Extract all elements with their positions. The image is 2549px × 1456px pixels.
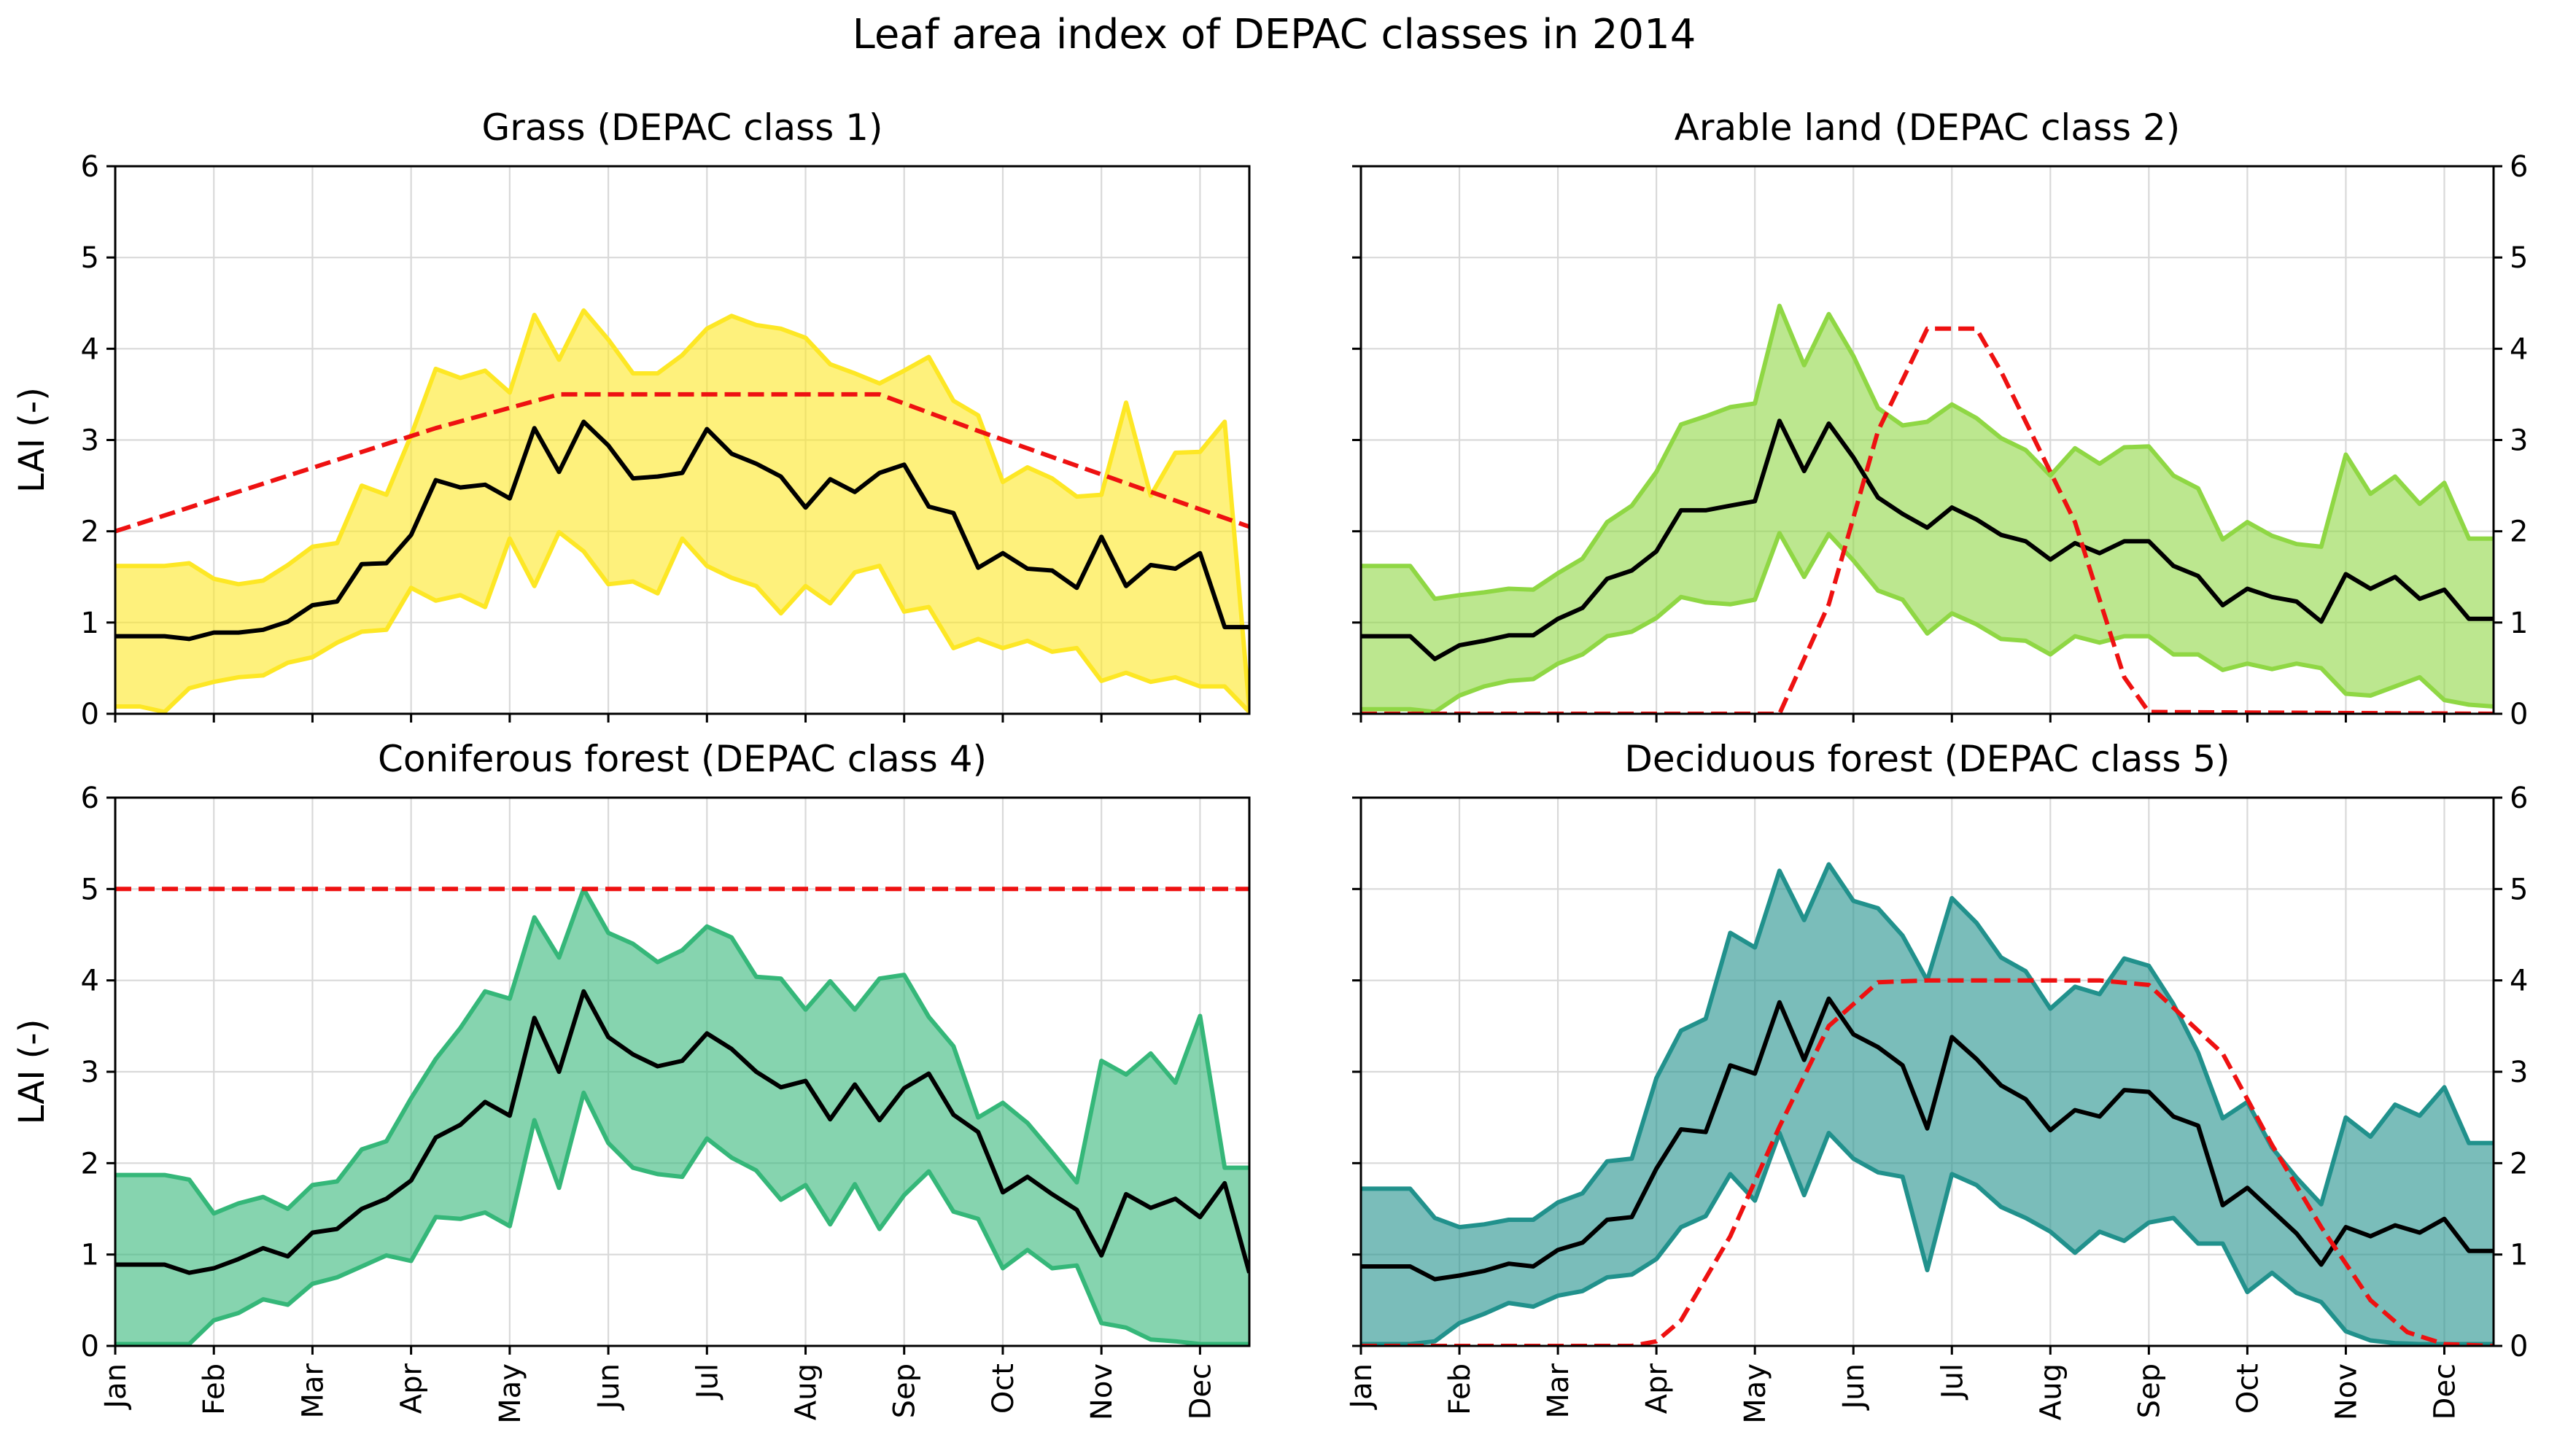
x-tick-label: Aug [2034,1363,2068,1420]
chart-panel-4: Deciduous forest (DEPAC class 5) 0 1 2 3 4 5 6 J… [1345,738,2528,1424]
panels: Grass (DEPAC class 1) 0 1 2 3 4 5 6 LAI (-) Arabl… [12,106,2528,1424]
x-tick-label: May [494,1363,527,1424]
x-tick-label: Mar [296,1363,330,1418]
x-tick-label: May [1739,1363,1772,1424]
y-tick-label: 2 [2510,1147,2528,1180]
x-tick-label: Sep [2133,1363,2166,1418]
series-mean-line [115,989,1249,1275]
y-tick-label: 2 [81,515,99,549]
x-tick-label: Aug [790,1363,823,1420]
y-tick-label: 0 [81,698,99,731]
series-lower-line [1361,531,2494,714]
y-tick-label: 3 [2510,1056,2528,1089]
x-tick-label: Jun [1837,1363,1871,1412]
x-tick-label: Nov [1085,1363,1119,1420]
x-tick-label: Jul [1936,1363,1969,1401]
series-model-line [115,392,1249,534]
x-tick-label: Feb [198,1363,231,1415]
plot-area [115,308,1249,714]
x-tick-label: Dec [2428,1363,2461,1420]
x-axis: Jan Feb Mar Apr May Jun Jul Aug Sep Oct Nov Dec [99,1346,1217,1424]
y-tick-label: 6 [81,782,99,815]
y-tick-label: 5 [81,873,99,906]
figure-title: Leaf area index of DEPAC classes in 2014 [853,11,1696,58]
y-tick-label: 0 [2510,698,2528,731]
plot-area [1361,303,2494,714]
series-lower-line [115,1090,1249,1346]
series-mean-line [1361,418,2494,661]
x-tick-label: Apr [1640,1363,1674,1414]
series-upper-line [115,308,1249,709]
y-tick-label: 1 [2510,1239,2528,1272]
y-tick-label: 2 [2510,515,2528,549]
x-tick-label: Oct [987,1363,1020,1414]
panel-title: Arable land (DEPAC class 2) [1675,106,2181,149]
panel-title: Deciduous forest (DEPAC class 5) [1624,738,2230,780]
range-band [115,310,1249,712]
series-lower-line [115,529,1249,714]
x-tick-label: Jun [592,1363,626,1412]
x-tick-label: Jan [99,1363,133,1411]
x-tick-label: Jul [691,1363,724,1401]
x-tick-label: Feb [1443,1363,1477,1415]
y-tick-label: 3 [81,1056,99,1089]
y-tick-label: 0 [81,1330,99,1363]
x-tick-label: Oct [2231,1363,2265,1414]
series-model-line [1361,326,2494,714]
chart-panel-2: Arable land (DEPAC class 2) 0 1 2 3 4 5 6 [1352,106,2528,731]
x-tick-label: Nov [2329,1363,2363,1420]
y-tick-label: 6 [2510,150,2528,184]
series-mean-line [1361,996,2494,1282]
x-tick-label: Dec [1184,1363,1217,1420]
chart-panel-1: Grass (DEPAC class 1) 0 1 2 3 4 5 6 LAI (-) [12,106,1251,731]
series-lower-line [1361,1131,2494,1346]
y-tick-label: 4 [81,332,99,366]
y-tick-label: 1 [81,607,99,640]
panel-title: Coniferous forest (DEPAC class 4) [378,738,987,780]
y-tick-label: 5 [2510,241,2528,275]
range-band [1361,864,2494,1344]
y-tick-label: 3 [81,424,99,458]
y-axis: 0 1 2 3 4 5 6 [1352,782,2528,1363]
series-upper-line [115,887,1249,1216]
y-tick-label: 4 [2510,332,2528,366]
panel-title: Grass (DEPAC class 1) [482,106,883,149]
x-axis: Jan Feb Mar Apr May Jun Jul Aug Sep Oct Nov Dec [1345,1346,2461,1424]
y-tick-label: 4 [81,965,99,998]
y-axis-label: LAI (-) [12,387,53,493]
plot-area [115,887,1249,1346]
series-model-line [1361,978,2494,1346]
y-tick-label: 0 [2510,1330,2528,1363]
x-axis [114,714,1201,723]
x-tick-label: Apr [395,1363,429,1414]
range-band [1361,305,2494,712]
y-tick-label: 4 [2510,965,2528,998]
y-axis: 0 1 2 3 4 5 6 [81,150,115,731]
y-tick-label: 6 [2510,782,2528,815]
plot-area [1361,862,2494,1346]
y-axis-label: LAI (-) [12,1019,53,1125]
x-tick-label: Sep [888,1363,922,1418]
y-tick-label: 2 [81,1147,99,1180]
y-axis: 0 1 2 3 4 5 6 [81,782,115,1363]
y-tick-label: 5 [81,241,99,275]
y-axis: 0 1 2 3 4 5 6 [1352,150,2528,731]
y-tick-label: 1 [2510,607,2528,640]
chart-panel-3: Coniferous forest (DEPAC class 4) 0 1 2 3 4 5 6… [12,738,1251,1424]
x-tick-label: Mar [1542,1363,1575,1418]
x-axis [1359,714,2445,723]
y-tick-label: 6 [81,150,99,184]
y-tick-label: 1 [81,1239,99,1272]
y-tick-label: 5 [2510,873,2528,906]
x-tick-label: Jan [1345,1363,1378,1411]
range-band [115,889,1249,1344]
series-upper-line [1361,303,2494,602]
series-mean-line [115,419,1249,642]
y-tick-label: 3 [2510,424,2528,458]
